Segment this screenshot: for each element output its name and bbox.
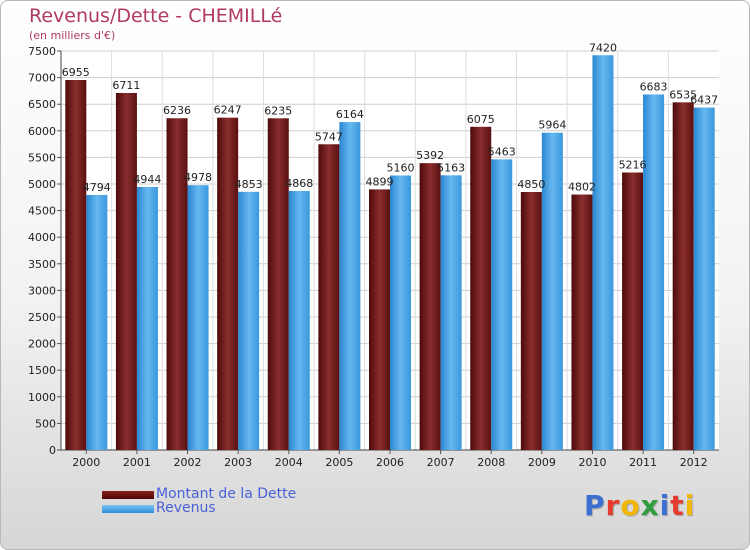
x-tick-label: 2012	[680, 456, 708, 469]
data-label-debt: 5747	[315, 130, 343, 143]
logo-letter: r	[605, 489, 621, 522]
data-label-revenus: 7420	[589, 41, 617, 54]
data-label-revenus: 6164	[336, 108, 364, 121]
data-label-debt: 6236	[163, 104, 191, 117]
x-tick-label: 2009	[528, 456, 556, 469]
data-label-revenus: 4868	[285, 177, 313, 190]
data-label-debt: 6247	[214, 104, 242, 117]
bar-debt	[65, 79, 87, 450]
logo-letter: i	[659, 489, 671, 522]
bar-revenus	[86, 194, 108, 450]
logo-letter: t	[670, 489, 685, 522]
y-tick-label: 1000	[28, 391, 56, 404]
data-label-revenus: 5160	[387, 161, 415, 174]
bar-revenus	[440, 175, 462, 450]
bar-debt	[419, 163, 441, 450]
bar-debt	[571, 194, 593, 450]
bar-debt	[318, 144, 340, 451]
x-tick-label: 2008	[477, 456, 505, 469]
data-label-debt: 5392	[416, 149, 444, 162]
x-tick-label: 2000	[72, 456, 100, 469]
data-label-revenus: 6683	[640, 80, 668, 93]
data-label-debt: 6955	[62, 66, 90, 79]
y-tick-label: 5000	[28, 178, 56, 191]
y-tick-label: 0	[49, 444, 56, 457]
y-tick-label: 2000	[28, 338, 56, 351]
bar-debt	[166, 118, 188, 450]
logo-letter: P	[584, 489, 606, 522]
data-label-debt: 4899	[366, 175, 394, 188]
bar-revenus	[187, 185, 209, 450]
data-label-revenus: 4853	[235, 178, 263, 191]
x-tick-label: 2005	[325, 456, 353, 469]
y-tick-label: 6000	[28, 125, 56, 138]
data-label-revenus: 4794	[83, 181, 111, 194]
legend-swatch-revenus	[102, 505, 154, 513]
bar-debt	[267, 118, 289, 450]
bar-debt	[672, 102, 694, 450]
y-tick-label: 4500	[28, 205, 56, 218]
x-tick-label: 2011	[629, 456, 657, 469]
bar-debt	[369, 189, 390, 450]
chart-subtitle: (en milliers d'€)	[29, 29, 116, 42]
data-label-debt: 4802	[568, 181, 596, 194]
bar-revenus	[693, 107, 715, 450]
data-label-revenus: 5163	[437, 161, 465, 174]
bar-revenus	[339, 122, 361, 451]
chart-title: Revenus/Dette - CHEMILLé	[29, 5, 283, 27]
data-label-debt: 6075	[467, 113, 495, 126]
logo-letter: i	[684, 489, 696, 522]
y-tick-label: 500	[35, 417, 56, 430]
x-tick-label: 2003	[224, 456, 252, 469]
data-label-revenus: 4978	[184, 171, 212, 184]
data-label-revenus: 5463	[488, 145, 516, 158]
bar-debt	[622, 172, 644, 451]
data-label-revenus: 5964	[538, 119, 566, 132]
y-tick-label: 6500	[28, 98, 56, 111]
bar-revenus	[288, 191, 310, 450]
bar-revenus	[592, 55, 614, 450]
data-label-debt: 5216	[619, 159, 647, 172]
legend-swatch-debt	[102, 491, 154, 499]
x-tick-label: 2004	[275, 456, 303, 469]
bar-revenus	[238, 191, 260, 450]
x-tick-label: 2001	[123, 456, 151, 469]
logo-letter: o	[620, 489, 641, 522]
legend-label-revenus: Revenus	[156, 500, 216, 516]
logo-letter: x	[640, 489, 660, 522]
y-tick-label: 7000	[28, 72, 56, 85]
legend-label-debt: Montant de la Dette	[156, 486, 297, 502]
x-tick-label: 2006	[376, 456, 404, 469]
proxiti-logo: Proxiti	[584, 489, 695, 522]
y-tick-label: 7500	[28, 45, 56, 58]
bar-revenus	[136, 186, 158, 451]
data-label-debt: 6711	[112, 79, 140, 92]
data-label-revenus: 6437	[690, 94, 718, 107]
bar-revenus	[643, 94, 665, 450]
y-tick-label: 3500	[28, 258, 56, 271]
bar-revenus	[491, 159, 513, 450]
bar-revenus	[390, 175, 411, 450]
y-tick-label: 3000	[28, 284, 56, 297]
data-label-debt: 6235	[264, 104, 292, 117]
bar-debt	[470, 126, 492, 450]
x-tick-label: 2010	[578, 456, 606, 469]
data-label-revenus: 4944	[133, 173, 161, 186]
bar-revenus	[541, 132, 563, 450]
data-label-debt: 4850	[517, 178, 545, 191]
y-tick-label: 1500	[28, 364, 56, 377]
x-tick-label: 2007	[427, 456, 455, 469]
data-label-debt: 6535	[669, 88, 697, 101]
x-tick-label: 2002	[174, 456, 202, 469]
y-tick-label: 4000	[28, 231, 56, 244]
bar-debt	[115, 92, 137, 451]
bar-debt	[520, 191, 542, 451]
y-tick-label: 5500	[28, 151, 56, 164]
bar-debt	[217, 117, 239, 450]
y-tick-label: 2500	[28, 311, 56, 324]
